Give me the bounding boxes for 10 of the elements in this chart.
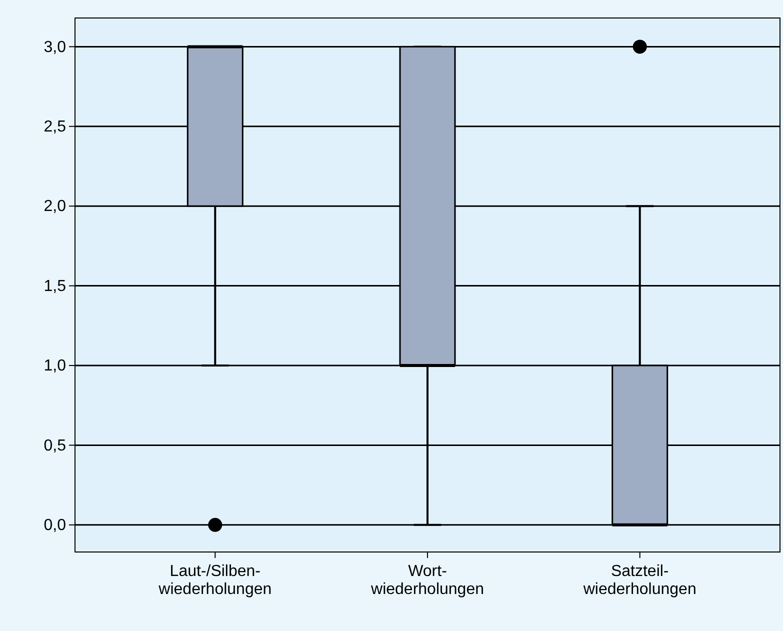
x-tick-label: Wort- wiederholungen xyxy=(370,563,484,598)
x-tick-label: Laut-/Silben- wiederholungen xyxy=(158,563,272,598)
y-tick-label: 0,0 xyxy=(44,517,66,534)
y-tick-label: 2,5 xyxy=(44,118,66,136)
y-tick-label: 0,5 xyxy=(44,437,66,454)
y-tick-label: 3,0 xyxy=(44,38,66,56)
y-tick-label: 2,0 xyxy=(44,198,66,216)
y-tick-label: 1,0 xyxy=(44,358,66,375)
x-tick-label: Satzteil- wiederholungen xyxy=(582,563,696,598)
y-tick-label: 1,5 xyxy=(44,278,66,295)
